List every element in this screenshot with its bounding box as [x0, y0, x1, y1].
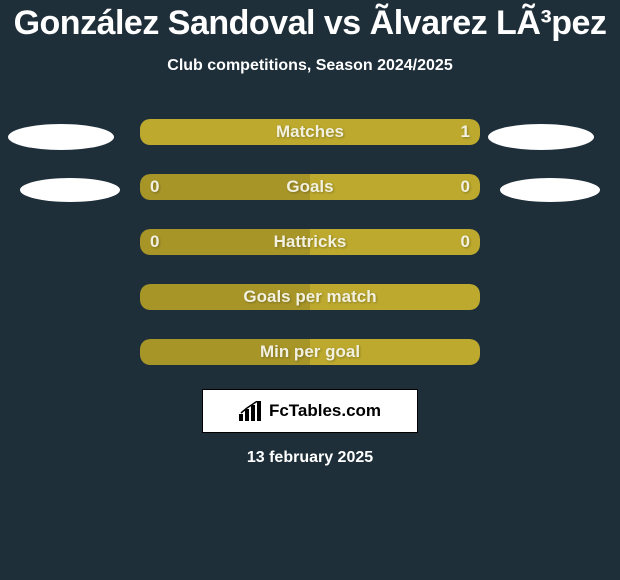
decorative-ellipse	[8, 124, 114, 150]
bars-icon	[239, 401, 263, 421]
comparison-card: González Sandoval vs Ãlvarez LÃ³pez Club…	[0, 0, 620, 580]
stat-left-value: 0	[150, 177, 159, 197]
stat-row: 1 Matches	[140, 119, 480, 145]
stats-list: 1 Matches 0 0 Goals 0 0 Hattricks Goals per matc…	[0, 119, 620, 365]
stat-right-value: 1	[461, 122, 470, 142]
page-subtitle: Club competitions, Season 2024/2025	[0, 57, 620, 75]
stat-label: Goals	[286, 177, 333, 197]
stat-right-value: 0	[461, 232, 470, 252]
decorative-ellipse	[20, 178, 120, 202]
decorative-ellipse	[488, 124, 594, 150]
stat-label: Matches	[276, 122, 344, 142]
stat-right-value: 0	[461, 177, 470, 197]
footer-date: 13 february 2025	[0, 449, 620, 467]
stat-row: 0 0 Hattricks	[140, 229, 480, 255]
stat-row: Min per goal	[140, 339, 480, 365]
brand-text: FcTables.com	[269, 401, 381, 421]
stat-row: 0 0 Goals	[140, 174, 480, 200]
stat-label: Min per goal	[260, 342, 360, 362]
brand-box[interactable]: FcTables.com	[202, 389, 418, 433]
stat-label: Hattricks	[274, 232, 347, 252]
decorative-ellipse	[500, 178, 600, 202]
page-title: González Sandoval vs Ãlvarez LÃ³pez	[0, 0, 620, 43]
stat-left-value: 0	[150, 232, 159, 252]
stat-bar-right	[310, 174, 480, 200]
stat-label: Goals per match	[243, 287, 376, 307]
stat-row: Goals per match	[140, 284, 480, 310]
stat-bar-left	[140, 174, 310, 200]
